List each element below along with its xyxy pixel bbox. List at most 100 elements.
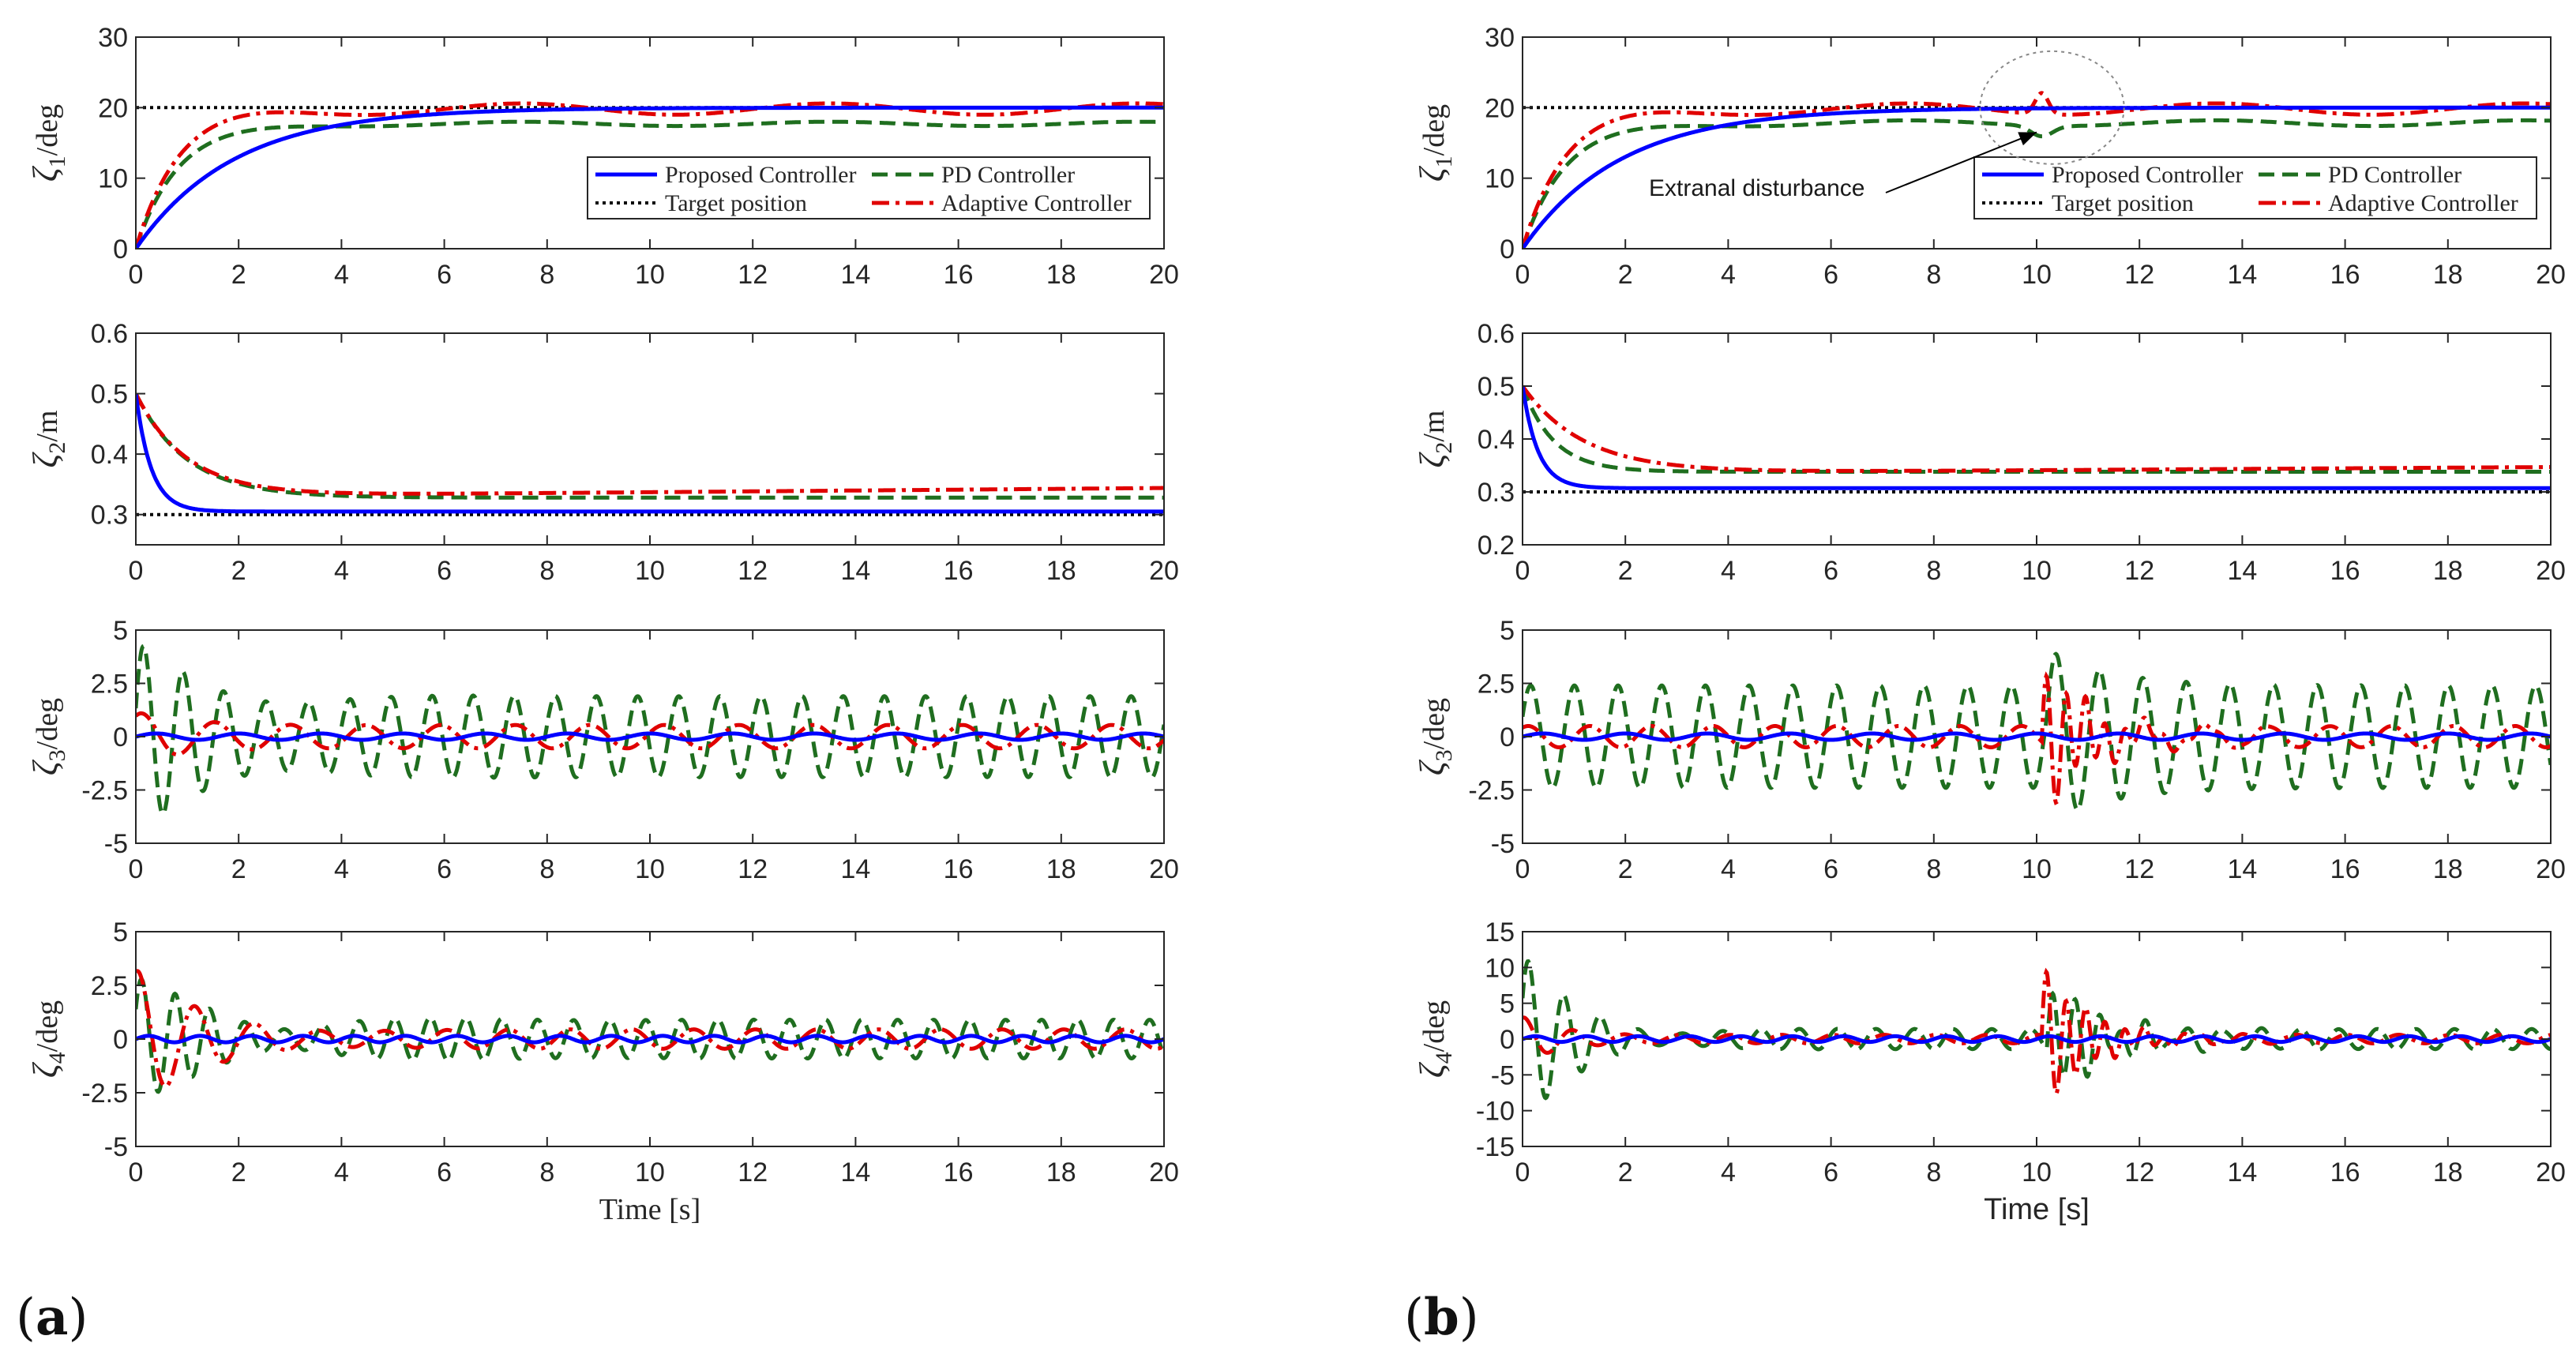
y-axis-label: ζ1/deg: [1413, 104, 1457, 182]
x-tick-label: 20: [1149, 556, 1179, 586]
x-tick-label: 12: [738, 1158, 768, 1188]
series-line-pd-controller: [136, 977, 1164, 1094]
y-tick-label: 15: [1485, 917, 1515, 947]
x-tick-label: 18: [2433, 556, 2463, 586]
x-tick-label: 14: [840, 854, 870, 884]
x-tick-label: 16: [2330, 556, 2360, 586]
x-tick-label: 8: [1926, 556, 1941, 586]
chart-b4: 0 2 4 6 8 10 12 14 16 18 20 -15 -10 -5 0 5 10 15 ζ4/deg Tim…: [1413, 917, 2566, 1226]
y-tick-label: -15: [1476, 1132, 1515, 1162]
x-tick-label: 4: [1721, 854, 1736, 884]
x-axis-label: Time [s]: [599, 1193, 700, 1226]
y-tick-label: 0.4: [1478, 425, 1515, 455]
x-tick-label: 0: [129, 556, 144, 586]
y-tick-label: 0: [1500, 235, 1515, 265]
series-group: [136, 969, 1164, 1094]
x-tick-label: 16: [2330, 260, 2360, 290]
x-tick-label: 8: [539, 260, 554, 290]
legend-entry-proposed-controller: Proposed Controller: [665, 162, 856, 188]
y-tick-label: 0.5: [91, 380, 128, 410]
x-tick-label: 12: [738, 854, 768, 884]
x-tick-label: 14: [840, 556, 870, 586]
x-tick-label: 2: [1618, 854, 1633, 884]
y-tick-label: 0.6: [1478, 319, 1515, 349]
chart-a1: 0 2 4 6 8 10 12 14 16 18 20 0 10 20 30 ζ1/deg Proposed C…: [26, 23, 1179, 290]
x-tick-label: 18: [1046, 260, 1076, 290]
x-tick-label: 10: [635, 260, 665, 290]
x-tick-label: 10: [2022, 1158, 2052, 1188]
y-axis-label: ζ1/deg: [26, 104, 70, 182]
y-tick-label: 5: [1500, 616, 1515, 646]
x-tick-label: 20: [2536, 1158, 2566, 1188]
x-tick-label: 20: [2536, 260, 2566, 290]
x-tick-label: 20: [1149, 1158, 1179, 1188]
x-tick-label: 8: [1926, 854, 1941, 884]
y-tick-label: 0: [113, 235, 128, 265]
x-tick-label: 18: [1046, 854, 1076, 884]
series-group: [1523, 959, 2551, 1101]
y-tick-label: 5: [113, 917, 128, 947]
y-tick-label: 10: [1485, 164, 1515, 194]
legend-entry-proposed-controller: Proposed Controller: [2052, 162, 2243, 188]
y-tick-label: 20: [1485, 93, 1515, 123]
series-line-adaptive-controller: [1523, 91, 2551, 249]
y-tick-label: 0: [113, 1025, 128, 1055]
x-tick-label: 2: [231, 556, 246, 586]
x-tick-label: 6: [1823, 1158, 1838, 1188]
legend-entry-adaptive-controller: Adaptive Controller: [941, 190, 1132, 216]
x-tick-label: 0: [1515, 260, 1530, 290]
x-tick-label: 8: [539, 556, 554, 586]
legend-box: [1973, 156, 2537, 219]
chart-b2: 0 2 4 6 8 10 12 14 16 18 20 0.2 0.3 0.4 0.5 0.6 ζ2/m: [1413, 319, 2566, 586]
x-tick-label: 8: [539, 1158, 554, 1188]
y-tick-label: 0: [1500, 722, 1515, 752]
series-line-pd-controller: [136, 119, 1164, 249]
series-line-proposed-controller: [1523, 1034, 2551, 1045]
x-tick-label: 14: [840, 1158, 870, 1188]
y-tick-label: -5: [104, 829, 128, 859]
x-tick-label: 12: [2124, 854, 2154, 884]
series-line-proposed-controller: [1523, 731, 2551, 742]
series-line-adaptive-controller: [1523, 385, 2551, 473]
series-group: [136, 643, 1164, 816]
x-tick-label: 14: [2227, 1158, 2257, 1188]
legend-box: [587, 156, 1151, 219]
y-tick-label: 5: [1500, 989, 1515, 1019]
x-axis-label: Time [s]: [1984, 1193, 2090, 1226]
y-tick-label: 0.6: [91, 319, 128, 349]
x-tick-label: 2: [1618, 260, 1633, 290]
x-tick-label: 18: [2433, 260, 2463, 290]
x-tick-label: 6: [437, 854, 452, 884]
x-tick-label: 20: [1149, 854, 1179, 884]
x-tick-label: 10: [2022, 260, 2052, 290]
legend-entry-pd-controller: PD Controller: [2328, 162, 2461, 188]
panel-label-b: (b): [1404, 1288, 1479, 1347]
x-tick-label: 2: [1618, 556, 1633, 586]
chart-a3: 0 2 4 6 8 10 12 14 16 18 20 -5 -2.5 0 2.5 5 ζ3/deg: [26, 616, 1179, 884]
x-tick-label: 20: [2536, 556, 2566, 586]
y-tick-label: 0.4: [91, 440, 128, 470]
series-group: [1523, 91, 2551, 249]
y-tick-label: -10: [1476, 1097, 1515, 1127]
x-tick-label: 12: [2124, 1158, 2154, 1188]
y-tick-label: -2.5: [1468, 776, 1515, 806]
x-tick-label: 0: [1515, 1158, 1530, 1188]
x-tick-label: 18: [1046, 556, 1076, 586]
axes-box: [1522, 332, 2552, 546]
chart-a2: 0 2 4 6 8 10 12 14 16 18 20 0.3 0.4 0.5 0.6 ζ2/m: [26, 319, 1179, 586]
y-axis-label: ζ3/deg: [26, 698, 70, 775]
legend: Proposed Controller PD Controller Target p…: [1973, 156, 2537, 219]
x-tick-label: 2: [1618, 1158, 1633, 1188]
y-tick-label: 2.5: [1478, 670, 1515, 700]
x-tick-label: 16: [944, 260, 974, 290]
y-tick-label: 30: [1485, 23, 1515, 53]
y-tick-label: 10: [98, 164, 128, 194]
x-tick-label: 18: [2433, 854, 2463, 884]
x-tick-label: 6: [1823, 260, 1838, 290]
y-tick-label: -2.5: [81, 776, 128, 806]
x-tick-label: 12: [2124, 556, 2154, 586]
annotation: Extranal disturbance: [1649, 50, 2125, 201]
x-tick-label: 16: [944, 556, 974, 586]
x-tick-label: 18: [2433, 1158, 2463, 1188]
